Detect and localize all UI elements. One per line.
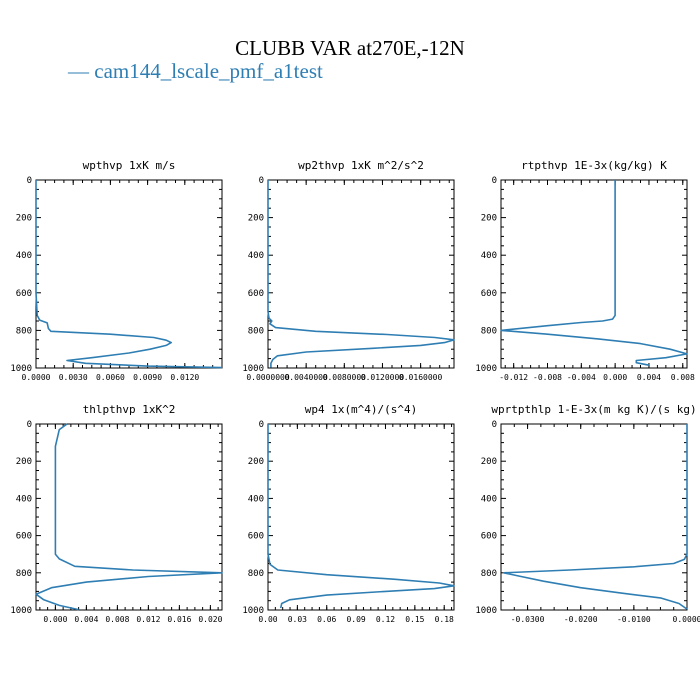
figure-title: CLUBB VAR at270E,-12N bbox=[235, 36, 465, 60]
x-tick-label: 0.000 bbox=[603, 373, 627, 382]
x-tick-label: 0.004 bbox=[637, 373, 661, 382]
y-tick-label: 1000 bbox=[242, 606, 264, 616]
y-tick-label: 0 bbox=[492, 176, 497, 186]
panel-title: thlpthvp 1xK^2 bbox=[83, 403, 176, 416]
x-tick-label: 0.004 bbox=[74, 615, 98, 624]
y-tick-label: 1000 bbox=[475, 606, 497, 616]
y-tick-label: 600 bbox=[481, 289, 497, 299]
y-tick-label: 800 bbox=[248, 326, 264, 336]
y-tick-label: 1000 bbox=[10, 364, 32, 374]
y-tick-label: 600 bbox=[248, 532, 264, 542]
x-tick-label: 0.012 bbox=[136, 615, 160, 624]
y-tick-label: 1000 bbox=[242, 364, 264, 374]
x-tick-label: 0.020 bbox=[198, 615, 222, 624]
y-tick-label: 600 bbox=[16, 289, 32, 299]
y-tick-label: 800 bbox=[16, 326, 32, 336]
x-tick-label: 0.0160000 bbox=[399, 373, 443, 382]
panel-frame bbox=[500, 179, 688, 369]
x-tick-label: 0.000 bbox=[43, 615, 67, 624]
y-tick-label: 200 bbox=[248, 457, 264, 467]
series-line bbox=[267, 424, 455, 609]
x-tick-label: -0.008 bbox=[533, 373, 562, 382]
x-tick-label: -0.0300 bbox=[511, 615, 545, 624]
y-tick-label: 200 bbox=[248, 214, 264, 224]
y-tick-label: 600 bbox=[16, 532, 32, 542]
x-tick-label: 0.0060 bbox=[96, 373, 125, 382]
x-tick-label: 0.09 bbox=[346, 615, 365, 624]
panel-title: wpthvp 1xK m/s bbox=[83, 159, 176, 172]
y-tick-label: 600 bbox=[248, 289, 264, 299]
series-line bbox=[35, 180, 223, 369]
y-tick-label: 800 bbox=[16, 569, 32, 579]
y-tick-label: 0 bbox=[259, 176, 264, 186]
x-tick-label: -0.0200 bbox=[564, 615, 598, 624]
series-line bbox=[267, 180, 455, 368]
panel-title: wprtpthlp 1-E-3x(m kg K)/(s kg) bbox=[491, 403, 696, 416]
x-tick-label: -0.012 bbox=[499, 373, 528, 382]
x-tick-label: 0.15 bbox=[405, 615, 424, 624]
panel-frame bbox=[500, 423, 688, 611]
x-tick-label: 0.18 bbox=[435, 615, 454, 624]
y-tick-label: 400 bbox=[248, 494, 264, 504]
x-tick-label: 0.00 bbox=[258, 615, 277, 624]
panel-frame bbox=[35, 179, 223, 369]
y-tick-label: 0 bbox=[27, 420, 32, 430]
legend: — cam144_lscale_pmf_a1test bbox=[68, 59, 323, 84]
y-tick-label: 800 bbox=[481, 569, 497, 579]
panel-frame bbox=[267, 179, 455, 369]
y-tick-label: 400 bbox=[248, 251, 264, 261]
legend-line-marker: — bbox=[68, 59, 89, 83]
x-tick-label: 0.008 bbox=[671, 373, 695, 382]
panel-title: wp4 1x(m^4)/(s^4) bbox=[305, 403, 418, 416]
x-tick-label: 0.0030 bbox=[59, 373, 88, 382]
series-line bbox=[500, 180, 688, 366]
y-tick-label: 0 bbox=[259, 420, 264, 430]
y-tick-label: 200 bbox=[481, 214, 497, 224]
legend-label: cam144_lscale_pmf_a1test bbox=[94, 59, 323, 83]
y-tick-label: 800 bbox=[481, 326, 497, 336]
x-tick-label: 0.0120 bbox=[170, 373, 199, 382]
y-tick-label: 0 bbox=[27, 176, 32, 186]
x-tick-label: -0.004 bbox=[567, 373, 596, 382]
x-tick-label: 0.12 bbox=[376, 615, 395, 624]
x-tick-label: 0.0090 bbox=[133, 373, 162, 382]
x-tick-label: 0.008 bbox=[105, 615, 129, 624]
x-tick-label: 0.0120000 bbox=[361, 373, 405, 382]
x-tick-label: 0.016 bbox=[167, 615, 191, 624]
y-tick-label: 600 bbox=[481, 532, 497, 542]
y-tick-label: 400 bbox=[16, 494, 32, 504]
panel-frame bbox=[35, 423, 223, 611]
series-line bbox=[502, 424, 688, 610]
x-tick-label: 0.0000 bbox=[22, 373, 51, 382]
y-tick-label: 1000 bbox=[10, 606, 32, 616]
y-tick-label: 200 bbox=[481, 457, 497, 467]
y-tick-label: 1000 bbox=[475, 364, 497, 374]
x-tick-label: 0.0040000 bbox=[284, 373, 328, 382]
x-tick-label: 0.0000000 bbox=[246, 373, 290, 382]
x-tick-label: 0.03 bbox=[288, 615, 307, 624]
panel-title: rtpthvp 1E-3x(kg/kg) K bbox=[521, 159, 667, 172]
series-line bbox=[35, 423, 223, 611]
x-tick-label: 0.06 bbox=[317, 615, 336, 624]
panel-title: wp2thvp 1xK m^2/s^2 bbox=[298, 159, 424, 172]
y-tick-label: 400 bbox=[16, 251, 32, 261]
x-tick-label: 0.0000 bbox=[673, 615, 700, 624]
y-tick-label: 0 bbox=[492, 420, 497, 430]
y-tick-label: 200 bbox=[16, 214, 32, 224]
y-tick-label: 400 bbox=[481, 494, 497, 504]
x-tick-label: 0.0080000 bbox=[323, 373, 367, 382]
y-tick-label: 200 bbox=[16, 457, 32, 467]
y-tick-label: 800 bbox=[248, 569, 264, 579]
y-tick-label: 400 bbox=[481, 251, 497, 261]
x-tick-label: -0.0100 bbox=[617, 615, 651, 624]
